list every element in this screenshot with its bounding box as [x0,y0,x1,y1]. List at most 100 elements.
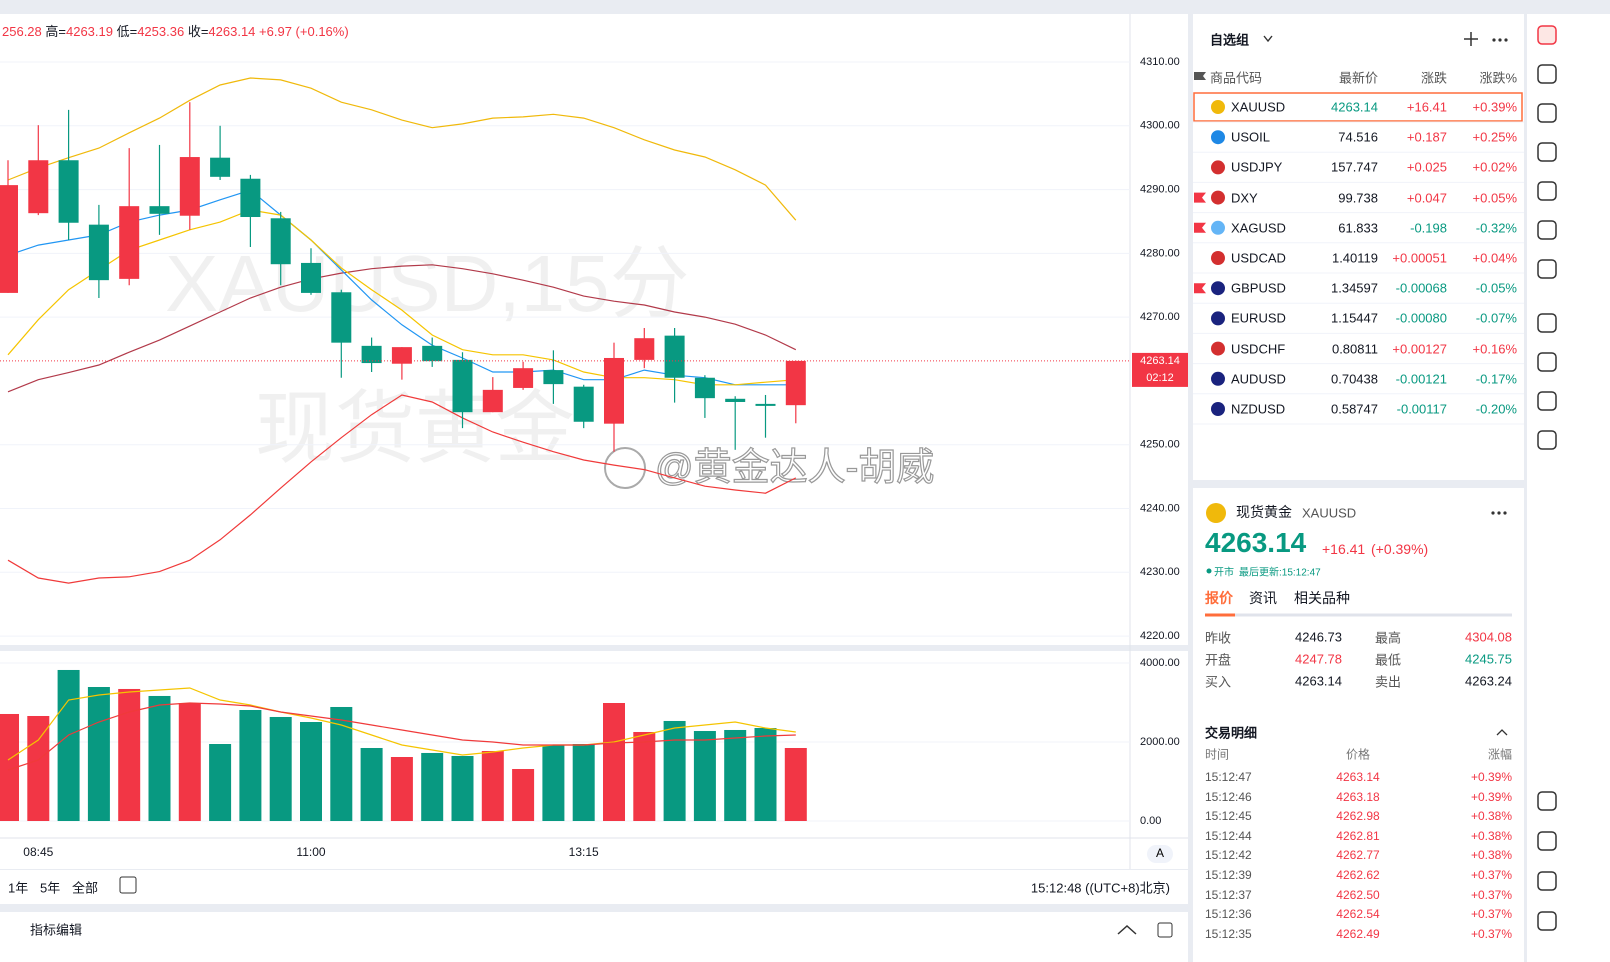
trade-time: 15:12:47 [1205,770,1252,784]
add-icon[interactable] [1464,32,1478,46]
sidebar-icon[interactable] [1537,391,1557,411]
trade-pct: +0.38% [1470,828,1512,843]
trade-price: 4263.14 [1336,770,1380,784]
detail-more-icon[interactable] [1491,511,1507,515]
trade-time: 15:12:46 [1205,789,1252,804]
ohlc-header: 256.28 高=4263.19 低=4253.36 收=4263.14 +6.… [2,21,349,40]
change: -0.00068 [1395,280,1447,296]
change-pct: +0.04% [1472,250,1517,266]
sidebar-icon[interactable] [1537,142,1557,162]
symbol[interactable]: NZDUSD [1231,401,1286,417]
volume-bar [724,729,747,821]
sidebar-icon[interactable] [1537,871,1557,891]
sidebar-icon[interactable] [1537,352,1557,372]
indicator-line [7,264,797,393]
detail-tab[interactable]: 相关品种 [1294,590,1350,606]
volume-ma-line [7,702,796,771]
volume-bar [118,688,141,821]
symbol[interactable]: USDJPY [1231,159,1283,175]
symbol[interactable]: XAUUSD [1231,99,1286,115]
ohlc-change: +6.97 (+0.16%) [259,24,349,39]
indicator-edit[interactable]: 指标编辑 [30,922,83,938]
sidebar-icon[interactable] [1537,25,1557,45]
compare-icon[interactable] [119,876,137,894]
sidebar-icon[interactable] [1537,103,1557,123]
trades-caret[interactable] [1496,729,1508,736]
range-button[interactable]: 5年 [40,880,61,896]
collapse-icon[interactable] [1117,924,1137,935]
y-tick-label: 4290.00 [1140,183,1180,195]
symbol-icon [1211,190,1225,205]
symbol-icon [1211,251,1225,265]
detail-tab[interactable]: 报价 [1205,590,1233,606]
detail-symbol: XAUUSD [1302,505,1357,521]
y-tick-label: 4000.00 [1140,657,1180,669]
candle-body [210,157,231,177]
change-pct: +0.16% [1472,341,1517,357]
stat-value: 4246.73 [1295,629,1342,645]
trade-price: 4262.54 [1336,907,1380,922]
price: 0.80811 [1331,341,1378,357]
y-tick-label: 2000.00 [1140,736,1180,748]
volume-bar [784,747,807,821]
trade-price: 4262.81 [1336,828,1380,843]
symbol[interactable]: GBPUSD [1231,280,1286,296]
trade-time: 15:12:37 [1205,887,1252,902]
header-flag [1194,72,1206,80]
symbol[interactable]: USOIL [1231,129,1271,145]
ohlc-value: 4253.36 [137,24,185,39]
volume-bar [269,716,292,821]
sidebar-icon[interactable] [1537,220,1557,240]
change-pct: +0.25% [1472,129,1517,145]
sidebar-icon[interactable] [1537,911,1557,931]
symbol-icon [1211,100,1225,114]
trade-price: 4262.98 [1336,809,1380,824]
volume-bar [178,703,201,821]
volume-bar [451,755,474,821]
stat-label: 买入 [1205,674,1232,690]
maximize-icon[interactable] [1157,922,1173,938]
candle-body [513,368,534,388]
symbol[interactable]: DXY [1231,190,1258,206]
candle-body [694,377,715,399]
change: -0.198 [1410,220,1447,236]
symbol[interactable]: USDCAD [1231,250,1286,266]
watchlist-title[interactable]: 自选组 [1210,32,1250,48]
candle-body [58,160,79,223]
row-highlight[interactable] [1193,92,1523,122]
symbol[interactable]: EURUSD [1231,310,1286,326]
candle-body [543,370,564,385]
ohlc-value: 4263.14 [208,24,256,39]
detail-tab[interactable]: 资讯 [1249,590,1277,606]
volume-bar [148,695,171,821]
candle-body [391,347,412,364]
symbol[interactable]: USDCHF [1231,341,1286,357]
range-button[interactable]: 全部 [72,880,99,896]
change: -0.00080 [1395,310,1447,326]
trade-time: 15:12:36 [1205,907,1252,922]
volume-bar [330,706,353,821]
volume-bar [693,731,716,821]
sidebar-icon[interactable] [1537,791,1557,811]
symbol[interactable]: AUDUSD [1231,371,1286,387]
sidebar-icon[interactable] [1537,430,1557,450]
sidebar-icon[interactable] [1537,831,1557,851]
trade-pct: +0.37% [1470,868,1512,882]
change: -0.00117 [1396,401,1447,417]
sidebar-icon[interactable] [1537,259,1557,279]
range-button[interactable]: 1年 [8,880,29,896]
more-icon[interactable] [1492,38,1508,42]
candle-body [301,262,321,293]
symbol[interactable]: XAGUSD [1231,220,1286,236]
trades-title: 交易明细 [1205,725,1258,741]
trade-pct: +0.39% [1470,789,1512,804]
sidebar-icon[interactable] [1537,64,1557,84]
axis-mode[interactable]: A [1156,846,1164,860]
sidebar-icon[interactable] [1537,313,1557,333]
sidebar-icon[interactable] [1537,181,1557,201]
detail-status: 开市 [1214,567,1234,579]
volume-ma-line [7,687,796,761]
axis-mode-button[interactable] [1147,845,1173,863]
group-caret[interactable] [1263,35,1273,43]
